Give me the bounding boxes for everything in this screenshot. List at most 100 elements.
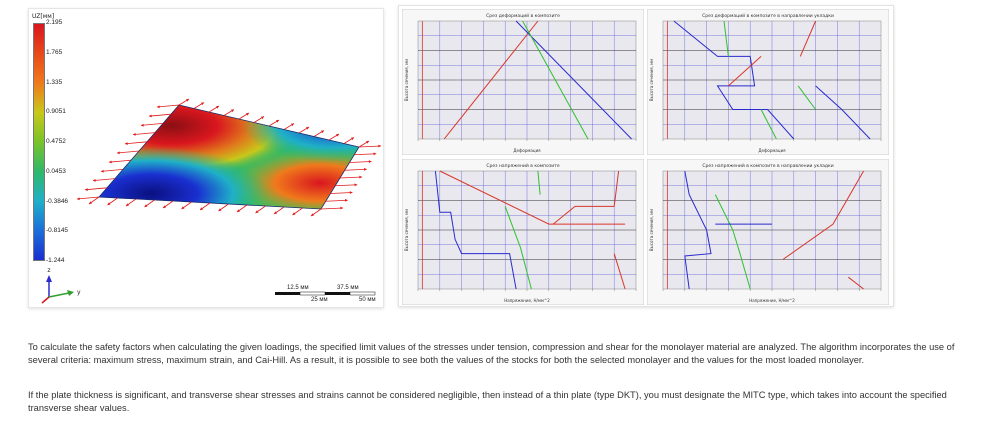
load-arrow-head	[117, 151, 120, 155]
series-line-red	[799, 20, 817, 57]
load-arrow-head	[101, 169, 104, 173]
series-line-blue	[515, 20, 632, 140]
load-arrow-head	[274, 211, 277, 214]
deformed-plate-view: z y	[41, 98, 382, 304]
load-arrow-head	[141, 123, 144, 127]
plot-ylabel: Высота сечения, мм	[404, 209, 409, 251]
fe-model-figure: UZ[мм] 2.195 1.765 1.335 0.9051 0.4752 0.0453…	[28, 8, 384, 308]
load-arrow-head	[186, 99, 189, 102]
series-line-green	[760, 109, 777, 140]
plot-ylabel: Высота сечения, мм	[404, 59, 409, 101]
plot-title: Срез напряжений в композите	[486, 162, 559, 169]
load-arrow-head	[200, 207, 203, 210]
load-arrow-head	[133, 132, 136, 136]
load-arrow	[124, 141, 148, 145]
load-arrow	[100, 169, 124, 172]
series-line-blue	[673, 20, 795, 140]
series-line-blue	[815, 85, 871, 140]
axis-z-label: z	[47, 267, 50, 274]
plot-xlabel: Напряжение, Н/мм^2	[749, 298, 795, 303]
load-arrow	[156, 104, 180, 108]
load-arrow	[148, 113, 172, 117]
legend-tick-label: -0.8145	[46, 227, 69, 235]
legend-tick-label: 0.9051	[46, 108, 66, 116]
load-arrow-head	[125, 142, 128, 145]
legend-tick-label: 0.4752	[46, 138, 66, 145]
load-arrow	[349, 161, 372, 163]
section-chart-svg: Срез напряжений в композите Напряжение, Н…	[402, 159, 644, 305]
load-arrow-head	[336, 134, 339, 137]
load-arrow-head	[201, 102, 204, 106]
series-line-red	[443, 20, 539, 140]
load-arrow-head	[366, 141, 369, 144]
load-arrow	[339, 176, 363, 179]
load-arrow	[358, 145, 382, 148]
plot-xlabel: Деформация	[758, 148, 786, 153]
load-arrow	[330, 192, 353, 194]
plot-strain-layup: Срез деформаций в композите в направлени…	[647, 9, 889, 155]
load-arrow-head	[364, 167, 367, 171]
load-arrow-head	[107, 202, 111, 205]
legend-title: UZ[мм]	[32, 13, 55, 20]
load-arrow-head	[163, 205, 166, 208]
scale-label-3: 25 мм	[311, 297, 328, 303]
series-line-red	[439, 170, 626, 225]
scale-label-2: 37.5 мм	[337, 285, 359, 291]
load-arrow-head	[255, 210, 259, 213]
section-chart-svg: Срез напряжений в композите в направлени…	[647, 159, 889, 305]
load-arrow	[344, 168, 367, 171]
scale-label-1: 12.5 мм	[287, 285, 309, 291]
load-arrow	[132, 132, 156, 135]
load-arrow-head	[345, 198, 348, 202]
load-arrow-head	[77, 197, 80, 201]
load-arrow	[140, 123, 164, 126]
section-plots-figure: Срез деформаций в композите Деформация Выс…	[398, 5, 894, 307]
load-arrow-head	[291, 123, 294, 127]
plot-title: Срез деформаций в композите в направлени…	[702, 12, 834, 19]
load-arrow-head	[378, 144, 381, 148]
load-arrow	[76, 196, 100, 200]
load-arrow-head	[276, 120, 279, 123]
load-arrows	[76, 98, 382, 217]
load-arrow-head	[149, 114, 152, 118]
plot-xlabel: Напряжение, Н/мм^2	[504, 298, 550, 303]
legend-tick-label: 2.195	[46, 19, 63, 26]
load-arrow-head	[231, 109, 234, 113]
load-arrow-head	[351, 137, 354, 141]
series-line-blue	[434, 170, 517, 290]
load-arrow-head	[321, 130, 324, 134]
load-arrow	[84, 187, 108, 191]
series-line-red	[782, 170, 865, 260]
legend-tick-label: 1.335	[46, 78, 63, 86]
legend-colorbar	[33, 23, 45, 261]
series-line-green	[522, 20, 589, 140]
load-arrow	[116, 150, 140, 154]
load-arrow-head	[373, 152, 377, 156]
load-arrow-head	[157, 105, 160, 109]
load-arrow-head	[181, 206, 185, 209]
axis-y-label: y	[77, 289, 81, 296]
load-arrow-head	[89, 201, 92, 204]
load-arrow-head	[109, 160, 112, 164]
series-line-green	[537, 170, 541, 195]
load-arrow-head	[261, 116, 264, 120]
plot-stress-composite: Срез напряжений в композите Напряжение, Н…	[402, 159, 644, 305]
load-arrow-head	[311, 213, 314, 216]
plot-strain-composite: Срез деформаций в композите Деформация Выс…	[402, 9, 644, 155]
series-line-green	[504, 206, 532, 290]
plot-xlabel: Деформация	[513, 148, 541, 153]
legend-tick-label: -0.3846	[46, 197, 69, 205]
series-line-red	[728, 56, 762, 87]
plot-ylabel: Высота сечения, мм	[649, 209, 654, 251]
load-arrow-head	[306, 127, 309, 130]
plate-mesh	[98, 104, 360, 210]
plot-stress-layup: Срез напряжений в композите в направлени…	[647, 159, 889, 305]
load-arrow	[325, 199, 348, 202]
paragraph-plate-thickness: If the plate thickness is significant, a…	[28, 390, 947, 413]
legend-tick-label: -1.244	[46, 257, 65, 264]
load-arrow-head	[126, 203, 129, 206]
series-line-red	[847, 276, 864, 290]
load-arrow	[354, 153, 377, 156]
load-arrow-head	[218, 208, 222, 211]
load-arrow-head	[216, 106, 219, 109]
